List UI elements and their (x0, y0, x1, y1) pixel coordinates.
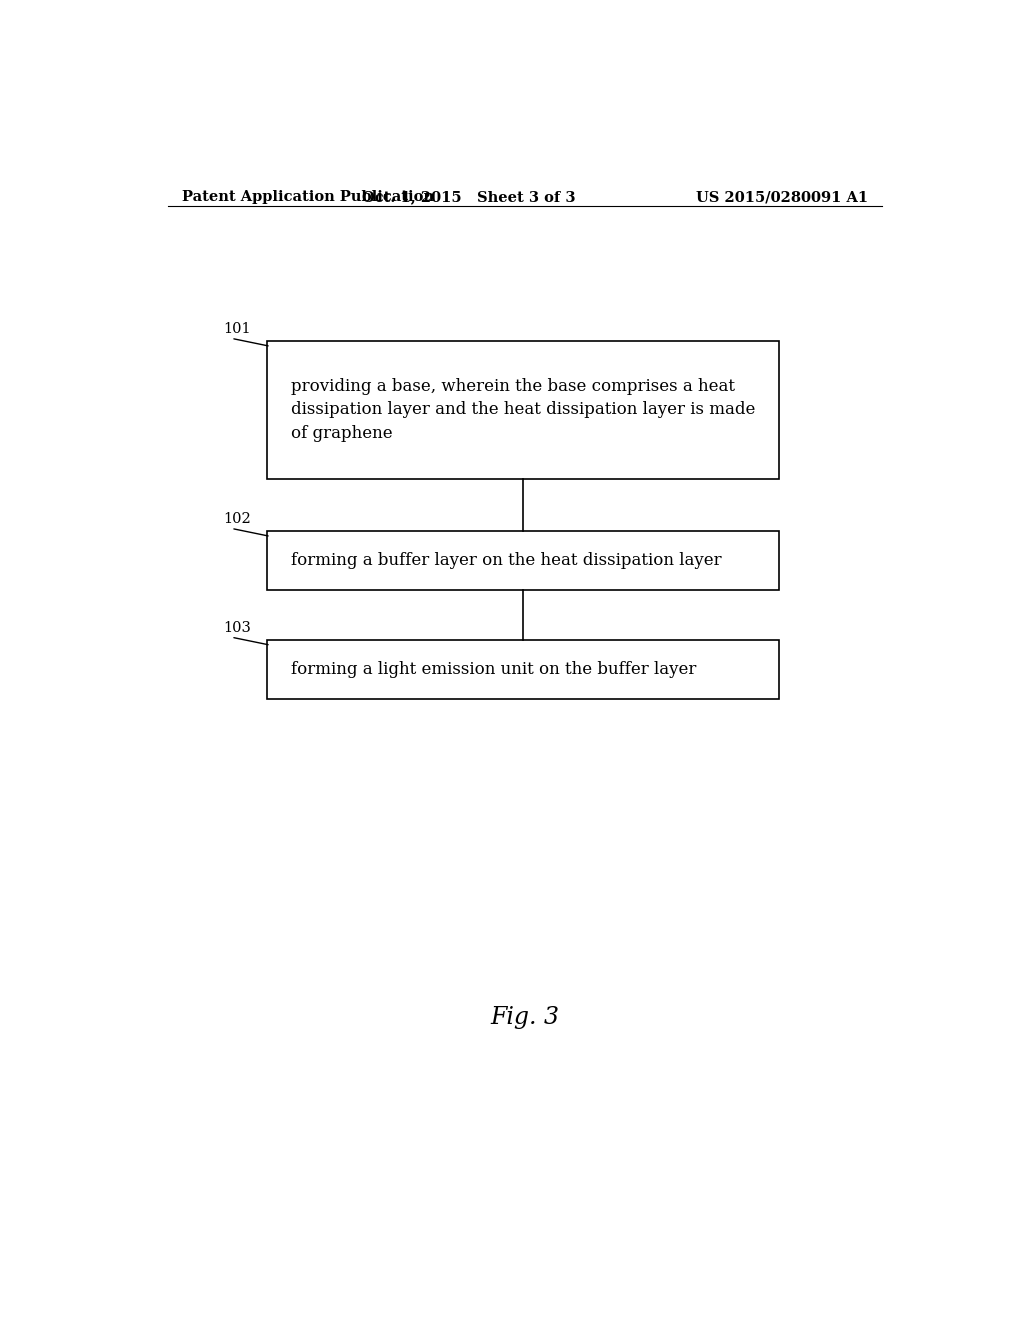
Bar (267, 532, 778, 590)
Text: 101: 101 (223, 322, 251, 337)
Text: forming a buffer layer on the heat dissipation layer: forming a buffer layer on the heat dissi… (291, 552, 721, 569)
Bar (267, 640, 778, 700)
Text: Patent Application Publication: Patent Application Publication (182, 190, 434, 205)
Text: Oct. 1, 2015   Sheet 3 of 3: Oct. 1, 2015 Sheet 3 of 3 (362, 190, 575, 205)
Text: Fig. 3: Fig. 3 (490, 1006, 559, 1028)
Text: 103: 103 (223, 622, 251, 635)
Text: US 2015/0280091 A1: US 2015/0280091 A1 (695, 190, 867, 205)
Bar (267, 342, 778, 479)
Text: 102: 102 (223, 512, 251, 527)
Text: providing a base, wherein the base comprises a heat
dissipation layer and the he: providing a base, wherein the base compr… (291, 378, 755, 442)
Text: forming a light emission unit on the buffer layer: forming a light emission unit on the buf… (291, 661, 696, 678)
